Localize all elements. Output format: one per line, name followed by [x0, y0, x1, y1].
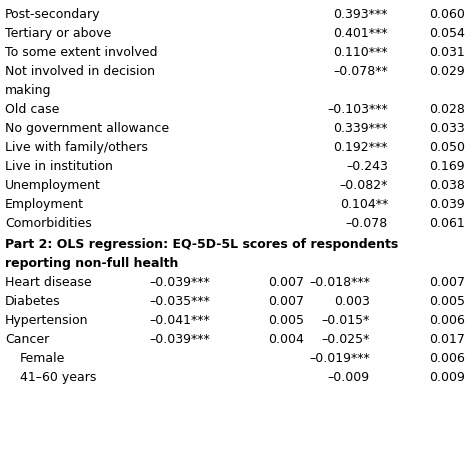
Text: 0.039: 0.039	[429, 198, 465, 211]
Text: 0.007: 0.007	[268, 276, 304, 289]
Text: –0.039***: –0.039***	[149, 333, 210, 346]
Text: –0.025*: –0.025*	[322, 333, 370, 346]
Text: Hypertension: Hypertension	[5, 314, 89, 327]
Text: –0.041***: –0.041***	[149, 314, 210, 327]
Text: 0.006: 0.006	[429, 314, 465, 327]
Text: 41–60 years: 41–60 years	[20, 371, 96, 384]
Text: 0.110***: 0.110***	[334, 46, 388, 59]
Text: 0.029: 0.029	[429, 65, 465, 78]
Text: 0.169: 0.169	[429, 160, 465, 173]
Text: 0.339***: 0.339***	[334, 122, 388, 135]
Text: 0.028: 0.028	[429, 103, 465, 116]
Text: No government allowance: No government allowance	[5, 122, 169, 135]
Text: Female: Female	[20, 352, 65, 365]
Text: To some extent involved: To some extent involved	[5, 46, 157, 59]
Text: 0.033: 0.033	[429, 122, 465, 135]
Text: Heart disease: Heart disease	[5, 276, 91, 289]
Text: Post-secondary: Post-secondary	[5, 8, 100, 21]
Text: Not involved in decision: Not involved in decision	[5, 65, 155, 78]
Text: 0.005: 0.005	[429, 295, 465, 308]
Text: –0.039***: –0.039***	[149, 276, 210, 289]
Text: 0.393***: 0.393***	[334, 8, 388, 21]
Text: 0.104**: 0.104**	[340, 198, 388, 211]
Text: 0.006: 0.006	[429, 352, 465, 365]
Text: making: making	[5, 84, 52, 97]
Text: Comorbidities: Comorbidities	[5, 217, 92, 230]
Text: –0.019***: –0.019***	[309, 352, 370, 365]
Text: Live with family/others: Live with family/others	[5, 141, 148, 154]
Text: 0.401***: 0.401***	[334, 27, 388, 40]
Text: 0.005: 0.005	[268, 314, 304, 327]
Text: 0.009: 0.009	[429, 371, 465, 384]
Text: Old case: Old case	[5, 103, 59, 116]
Text: 0.061: 0.061	[429, 217, 465, 230]
Text: –0.103***: –0.103***	[327, 103, 388, 116]
Text: Part 2: OLS regression: EQ-5D-5L scores of respondents: Part 2: OLS regression: EQ-5D-5L scores …	[5, 238, 398, 251]
Text: 0.054: 0.054	[429, 27, 465, 40]
Text: –0.018***: –0.018***	[309, 276, 370, 289]
Text: Cancer: Cancer	[5, 333, 49, 346]
Text: 0.007: 0.007	[429, 276, 465, 289]
Text: 0.003: 0.003	[334, 295, 370, 308]
Text: –0.082*: –0.082*	[340, 179, 388, 192]
Text: Unemployment: Unemployment	[5, 179, 101, 192]
Text: 0.017: 0.017	[429, 333, 465, 346]
Text: 0.004: 0.004	[268, 333, 304, 346]
Text: –0.009: –0.009	[328, 371, 370, 384]
Text: 0.007: 0.007	[268, 295, 304, 308]
Text: 0.031: 0.031	[429, 46, 465, 59]
Text: 0.060: 0.060	[429, 8, 465, 21]
Text: Employment: Employment	[5, 198, 84, 211]
Text: Diabetes: Diabetes	[5, 295, 61, 308]
Text: 0.050: 0.050	[429, 141, 465, 154]
Text: reporting non-full health: reporting non-full health	[5, 257, 178, 270]
Text: 0.192***: 0.192***	[334, 141, 388, 154]
Text: –0.078: –0.078	[346, 217, 388, 230]
Text: Live in institution: Live in institution	[5, 160, 113, 173]
Text: –0.078**: –0.078**	[333, 65, 388, 78]
Text: –0.035***: –0.035***	[149, 295, 210, 308]
Text: 0.038: 0.038	[429, 179, 465, 192]
Text: –0.243: –0.243	[346, 160, 388, 173]
Text: –0.015*: –0.015*	[322, 314, 370, 327]
Text: Tertiary or above: Tertiary or above	[5, 27, 111, 40]
